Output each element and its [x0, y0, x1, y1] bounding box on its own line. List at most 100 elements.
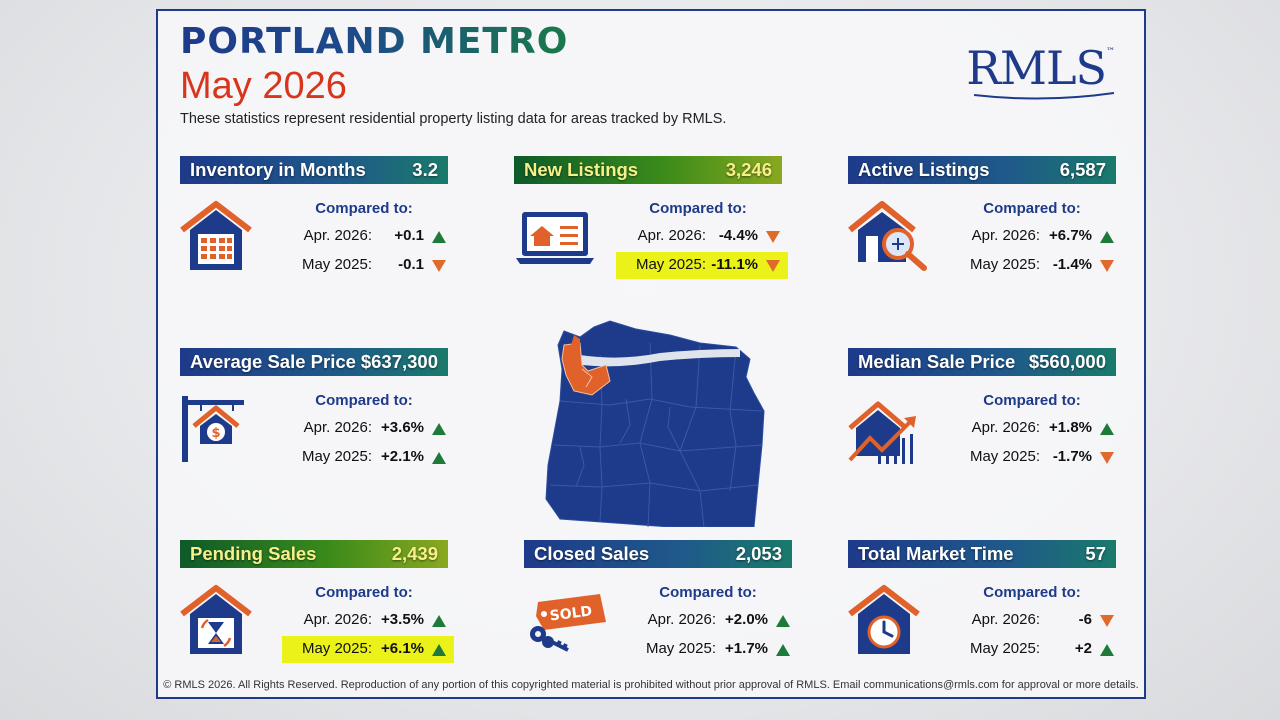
panel-value: $560,000: [1028, 351, 1106, 372]
compare-value: -1.7%: [1052, 448, 1092, 465]
panel-title: Inventory in Months: [190, 159, 366, 180]
up-triangle-icon: [1100, 231, 1114, 243]
panel-value: 2,439: [391, 543, 438, 564]
panel-inventory: Inventory in Months 3.2 Compared to: Apr…: [180, 156, 448, 286]
panel-value: 57: [1085, 543, 1106, 564]
compare-row-prev-month: Apr. 2026: +2.0%: [604, 608, 794, 632]
down-triangle-icon: [432, 260, 446, 272]
compare-row-prev-month: Apr. 2026: -4.4%: [594, 224, 784, 248]
panel-value: 3.2: [412, 159, 438, 180]
compare-value: +6.7%: [1049, 227, 1092, 244]
compared-label: Compared to:: [315, 584, 413, 601]
compare-period: Apr. 2026:: [637, 227, 706, 244]
panel-active-listings: Active Listings 6,587 Compared to: Apr. …: [848, 156, 1116, 286]
panel-header: Inventory in Months 3.2: [180, 156, 448, 184]
compared-label: Compared to:: [659, 584, 757, 601]
compare-row-prev-year: May 2025: -1.7%: [928, 445, 1118, 469]
logo-text: RMLS: [966, 41, 1107, 95]
up-triangle-icon: [1100, 644, 1114, 656]
compare-value: +0.1: [394, 227, 424, 244]
panel-new-listings: New Listings 3,246 Compared to: Apr. 202…: [514, 156, 788, 286]
panel-title: Active Listings: [858, 159, 990, 180]
down-triangle-icon: [766, 260, 780, 272]
compare-period: May 2025:: [301, 640, 372, 657]
compare-value: +3.6%: [381, 419, 424, 436]
compare-row-prev-month: Apr. 2026: +0.1: [260, 224, 450, 248]
compare-period: May 2025:: [969, 640, 1040, 657]
compare-period: Apr. 2026:: [303, 419, 372, 436]
panel-title: Median Sale Price: [858, 351, 1016, 372]
compare-value: +2.1%: [381, 448, 424, 465]
panel-value: $637,300: [360, 351, 438, 372]
page-title: PORTLAND METRO: [180, 21, 569, 62]
down-triangle-icon: [1100, 260, 1114, 272]
panel-title: Average Sale Price: [190, 351, 356, 372]
panel-header: Total Market Time 57: [848, 540, 1116, 568]
compare-period: Apr. 2026:: [971, 419, 1040, 436]
up-triangle-icon: [432, 452, 446, 464]
compare-row-prev-month: Apr. 2026: +3.6%: [260, 416, 450, 440]
panel-closed-sales: Closed Sales 2,053 SOLD Compared to: Apr…: [524, 540, 792, 670]
compared-label: Compared to:: [649, 200, 747, 217]
compare-row-prev-year: May 2025: +2: [928, 637, 1118, 661]
panel-pending-sales: Pending Sales 2,439 Compared to: Apr. 20…: [180, 540, 454, 670]
compare-period: May 2025:: [969, 448, 1040, 465]
compare-period: May 2025:: [969, 256, 1040, 273]
compare-row-prev-month: Apr. 2026: +1.8%: [928, 416, 1118, 440]
compared-label: Compared to:: [983, 392, 1081, 409]
down-triangle-icon: [766, 231, 780, 243]
compare-period: May 2025:: [301, 256, 372, 273]
up-triangle-icon: [776, 644, 790, 656]
panel-value: 3,246: [725, 159, 772, 180]
panel-header: New Listings 3,246: [514, 156, 782, 184]
compare-row-prev-month: Apr. 2026: +3.5%: [260, 608, 450, 632]
panel-header: Closed Sales 2,053: [524, 540, 792, 568]
report-card: PORTLAND METRO May 2026 These statistics…: [156, 9, 1146, 699]
svg-text:SOLD: SOLD: [549, 603, 593, 624]
house-magnifier-icon: [848, 201, 927, 271]
house-chart-icon: [848, 401, 916, 464]
up-triangle-icon: [432, 231, 446, 243]
down-triangle-icon: [1100, 452, 1114, 464]
oregon-map-icon: [545, 320, 765, 527]
up-triangle-icon: [432, 615, 446, 627]
panel-title: Closed Sales: [534, 543, 650, 564]
panel-median-sale-price: Median Sale Price $560,000 Compared to: …: [848, 348, 1116, 478]
logo-swash-icon: [974, 92, 1115, 100]
panel-header: Active Listings 6,587: [848, 156, 1116, 184]
panel-title: New Listings: [524, 159, 639, 180]
svg-text:$: $: [211, 426, 220, 441]
compare-value: -0.1: [398, 256, 424, 273]
compared-label: Compared to:: [983, 584, 1081, 601]
compare-value: +2.0%: [725, 611, 768, 628]
compare-period: May 2025:: [635, 256, 706, 273]
compare-row-prev-year: May 2025: +1.7%: [604, 637, 794, 661]
compare-period: Apr. 2026:: [647, 611, 716, 628]
compare-value: +1.7%: [725, 640, 768, 657]
house-sign-dollar-icon: $: [182, 396, 244, 462]
compared-label: Compared to:: [315, 392, 413, 409]
compare-row-prev-year-highlighted: May 2025: +6.1%: [260, 636, 454, 663]
up-triangle-icon: [1100, 423, 1114, 435]
down-triangle-icon: [1100, 615, 1114, 627]
up-triangle-icon: [432, 423, 446, 435]
compare-period: May 2025:: [301, 448, 372, 465]
compare-value: -11.1%: [711, 256, 758, 273]
compared-label: Compared to:: [315, 200, 413, 217]
compare-value: -1.4%: [1052, 256, 1092, 273]
panel-value: 6,587: [1059, 159, 1106, 180]
compare-row-prev-year: May 2025: +2.1%: [260, 445, 450, 469]
compare-period: Apr. 2026:: [971, 611, 1040, 628]
house-calendar-icon: [180, 201, 252, 270]
panel-title: Total Market Time: [858, 543, 1014, 564]
house-hourglass-icon: [180, 585, 252, 654]
compare-period: Apr. 2026:: [303, 611, 372, 628]
compare-period: Apr. 2026:: [303, 227, 372, 244]
compare-value: -6: [1078, 611, 1092, 628]
rmls-logo: RMLS™: [966, 41, 1115, 100]
logo-trademark: ™: [1106, 47, 1115, 57]
panel-total-market-time: Total Market Time 57 Compared to: Apr. 2…: [848, 540, 1116, 670]
compare-row-prev-year-highlighted: May 2025: -11.1%: [594, 252, 788, 279]
panel-average-sale-price: Average Sale Price $637,300 $ Compared t…: [180, 348, 448, 478]
footer-copyright: © RMLS 2026. All Rights Reserved. Reprod…: [163, 679, 1139, 691]
